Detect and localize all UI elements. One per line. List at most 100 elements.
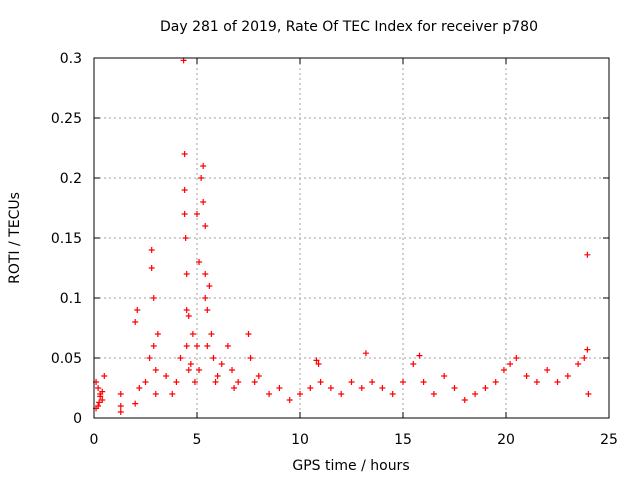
data-point bbox=[187, 361, 194, 367]
data-point bbox=[150, 295, 157, 301]
data-point bbox=[218, 361, 225, 367]
data-point bbox=[200, 199, 207, 205]
data-point bbox=[206, 283, 213, 289]
data-point bbox=[185, 367, 192, 373]
x-tick-label: 5 bbox=[193, 432, 202, 448]
data-point bbox=[338, 391, 345, 397]
data-point bbox=[99, 388, 106, 395]
data-point bbox=[231, 385, 238, 391]
x-tick-label: 0 bbox=[90, 432, 99, 448]
x-tick-label: 10 bbox=[291, 432, 309, 448]
data-point bbox=[482, 385, 489, 391]
y-tick-label: 0.15 bbox=[51, 231, 82, 247]
data-point bbox=[389, 391, 396, 397]
data-point bbox=[208, 331, 215, 337]
data-point bbox=[185, 313, 192, 319]
data-point bbox=[348, 379, 355, 385]
data-point bbox=[247, 355, 254, 361]
data-point bbox=[96, 399, 103, 406]
data-point bbox=[169, 391, 176, 397]
data-point bbox=[533, 379, 540, 385]
data-point bbox=[317, 379, 324, 385]
data-point bbox=[204, 343, 211, 349]
data-point bbox=[177, 355, 184, 361]
data-point bbox=[196, 367, 203, 373]
data-point bbox=[181, 151, 188, 157]
data-point bbox=[198, 175, 205, 181]
data-point bbox=[191, 379, 198, 385]
data-point bbox=[183, 271, 190, 277]
y-tick-label: 0.05 bbox=[51, 351, 82, 367]
data-point bbox=[117, 403, 124, 409]
data-point bbox=[327, 385, 334, 391]
data-point bbox=[307, 385, 314, 391]
data-point bbox=[315, 361, 322, 367]
data-point bbox=[358, 385, 365, 391]
data-point bbox=[132, 319, 139, 325]
y-axis-ticks: 0 0.05 0.1 0.15 0.2 0.25 0.3 bbox=[51, 51, 609, 427]
data-point bbox=[584, 346, 591, 353]
data-point bbox=[544, 367, 551, 373]
grid-lines bbox=[94, 58, 609, 418]
data-point bbox=[202, 223, 209, 229]
data-point bbox=[183, 307, 190, 313]
data-point bbox=[266, 391, 273, 397]
data-point bbox=[214, 373, 221, 379]
data-point bbox=[575, 361, 582, 367]
data-point bbox=[451, 385, 458, 391]
data-point bbox=[507, 361, 514, 367]
data-point bbox=[181, 187, 188, 193]
data-point bbox=[183, 343, 190, 349]
y-tick-label: 0.3 bbox=[60, 51, 82, 67]
data-point bbox=[420, 379, 427, 385]
data-point bbox=[99, 397, 106, 403]
data-point bbox=[163, 373, 170, 379]
y-tick-label: 0.25 bbox=[51, 111, 82, 127]
data-point bbox=[369, 379, 376, 385]
data-point bbox=[134, 307, 141, 313]
data-points bbox=[93, 57, 592, 415]
data-point bbox=[95, 385, 102, 391]
data-point bbox=[286, 397, 293, 403]
data-point bbox=[182, 235, 189, 241]
data-point bbox=[152, 391, 159, 397]
data-point bbox=[152, 367, 159, 373]
data-point bbox=[117, 409, 124, 415]
data-point bbox=[154, 331, 161, 337]
data-point bbox=[379, 385, 386, 391]
data-point bbox=[472, 391, 479, 397]
data-point bbox=[585, 391, 592, 397]
data-point bbox=[181, 211, 188, 217]
data-point bbox=[142, 379, 149, 385]
data-point bbox=[97, 393, 104, 400]
x-tick-label: 25 bbox=[600, 432, 618, 448]
data-point bbox=[410, 361, 417, 367]
data-point bbox=[136, 385, 143, 391]
data-point bbox=[194, 343, 200, 349]
data-point bbox=[297, 391, 303, 397]
data-point bbox=[204, 307, 211, 313]
data-point bbox=[189, 331, 196, 337]
data-point bbox=[441, 373, 448, 379]
data-point bbox=[251, 379, 258, 385]
data-point bbox=[362, 350, 369, 357]
data-point bbox=[224, 343, 231, 349]
data-point bbox=[117, 391, 124, 397]
data-point bbox=[148, 247, 155, 253]
data-point bbox=[210, 355, 217, 361]
data-point bbox=[196, 259, 203, 265]
data-point bbox=[194, 211, 200, 217]
chart-title: Day 281 of 2019, Rate Of TEC Index for r… bbox=[160, 19, 538, 35]
x-tick-label: 20 bbox=[497, 432, 515, 448]
x-tick-label: 15 bbox=[394, 432, 412, 448]
data-point bbox=[150, 343, 157, 349]
data-point bbox=[101, 373, 108, 379]
data-point bbox=[500, 367, 507, 373]
data-point bbox=[212, 379, 219, 385]
x-axis-label: GPS time / hours bbox=[292, 458, 409, 474]
y-tick-label: 0.1 bbox=[60, 291, 82, 307]
data-point bbox=[554, 379, 561, 385]
data-point bbox=[200, 163, 207, 169]
data-point bbox=[430, 391, 437, 397]
